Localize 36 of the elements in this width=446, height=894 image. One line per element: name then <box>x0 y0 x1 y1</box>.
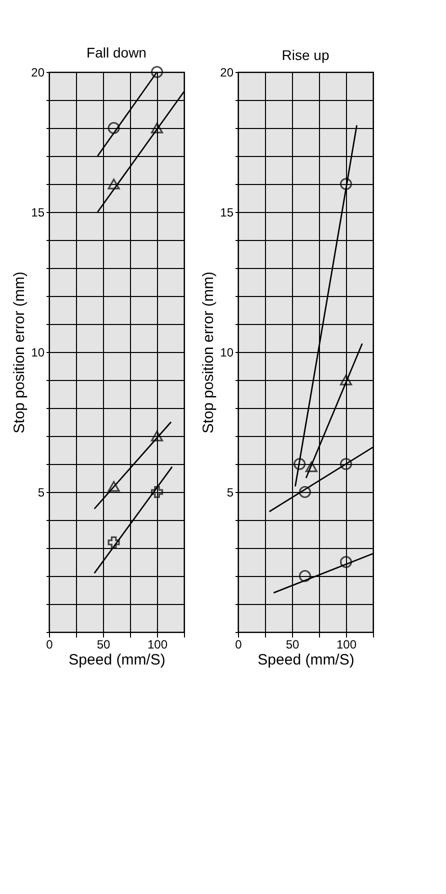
point <box>340 374 352 386</box>
y-tick-label: 15 <box>31 206 45 220</box>
point <box>340 556 352 568</box>
y-tick-label: 20 <box>220 66 234 80</box>
y-tick-label: 20 <box>31 66 45 80</box>
point <box>150 66 164 78</box>
y-tick-label: 5 <box>38 486 45 500</box>
y-axis-title: Stop position error (mm) <box>200 272 218 434</box>
point <box>294 458 306 470</box>
point <box>108 536 120 548</box>
point <box>298 570 312 582</box>
point <box>150 430 164 442</box>
point <box>340 458 352 470</box>
x-tick-label: 50 <box>96 638 110 652</box>
point <box>150 486 164 498</box>
point <box>340 178 352 190</box>
x-tick-label: 100 <box>336 638 357 652</box>
point <box>108 481 120 492</box>
y-tick-label: 10 <box>31 346 45 360</box>
y-tick-label: 15 <box>220 206 234 220</box>
point <box>150 122 164 134</box>
point <box>305 461 318 472</box>
y-axis-title: Stop position error (mm) <box>11 272 28 434</box>
point <box>298 486 312 498</box>
x-tick-label: 0 <box>46 638 54 652</box>
x-tick-label: 100 <box>147 638 168 652</box>
x-axis-title: Speed (mm/S) <box>68 652 166 668</box>
y-tick-label: 5 <box>226 486 234 500</box>
x-axis-title: Speed (mm/S) <box>258 652 354 668</box>
point <box>108 122 120 134</box>
x-tick-label: 50 <box>286 638 300 652</box>
x-tick-label: 0 <box>235 638 242 652</box>
chart-title: Fall down <box>86 44 146 61</box>
point <box>108 178 120 190</box>
chart-title: Rise up <box>282 47 330 63</box>
y-tick-label: 10 <box>220 346 234 360</box>
